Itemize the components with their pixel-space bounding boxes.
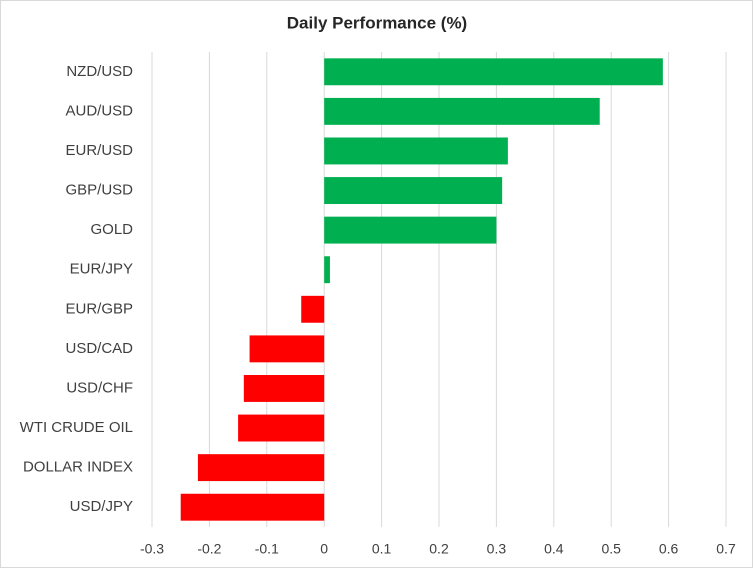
x-tick-label: 0.6 xyxy=(659,541,679,557)
x-tick-label: -0.1 xyxy=(255,541,279,557)
y-tick-label: GOLD xyxy=(90,221,133,238)
y-tick-label: WTI CRUDE OIL xyxy=(20,419,133,436)
y-tick-label: EUR/USD xyxy=(65,142,133,159)
y-tick-label: EUR/JPY xyxy=(70,261,133,278)
x-tick-label: -0.3 xyxy=(140,541,164,557)
y-tick-label: DOLLAR INDEX xyxy=(23,459,133,476)
x-tick-label: 0.7 xyxy=(716,541,736,557)
y-tick-label: USD/JPY xyxy=(70,498,133,515)
bar xyxy=(301,295,325,323)
y-tick-label: USD/CHF xyxy=(66,379,133,396)
x-tick-label: 0.2 xyxy=(429,541,449,557)
bar xyxy=(324,137,508,165)
y-tick-label: AUD/USD xyxy=(65,102,133,119)
x-tick-label: 0.1 xyxy=(372,541,392,557)
x-tick-label: 0.5 xyxy=(601,541,621,557)
x-tick-label: 0.4 xyxy=(544,541,564,557)
x-tick-label: -0.2 xyxy=(197,541,221,557)
bar xyxy=(180,493,325,521)
y-tick-label: USD/CAD xyxy=(65,340,133,357)
x-tick-label: 0.3 xyxy=(487,541,507,557)
x-tick-label: 0 xyxy=(320,541,328,557)
bar xyxy=(324,58,663,86)
bar xyxy=(324,97,600,125)
chart-title: Daily Performance (%) xyxy=(287,13,467,32)
bar xyxy=(197,454,325,482)
bar xyxy=(243,375,325,402)
bar xyxy=(324,216,497,244)
y-tick-label: EUR/GBP xyxy=(65,300,133,317)
y-tick-label: NZD/USD xyxy=(66,63,133,80)
bar xyxy=(324,177,503,204)
bar xyxy=(238,414,325,442)
bar xyxy=(324,256,330,284)
bar xyxy=(249,335,325,363)
y-tick-label: GBP/USD xyxy=(65,182,133,199)
